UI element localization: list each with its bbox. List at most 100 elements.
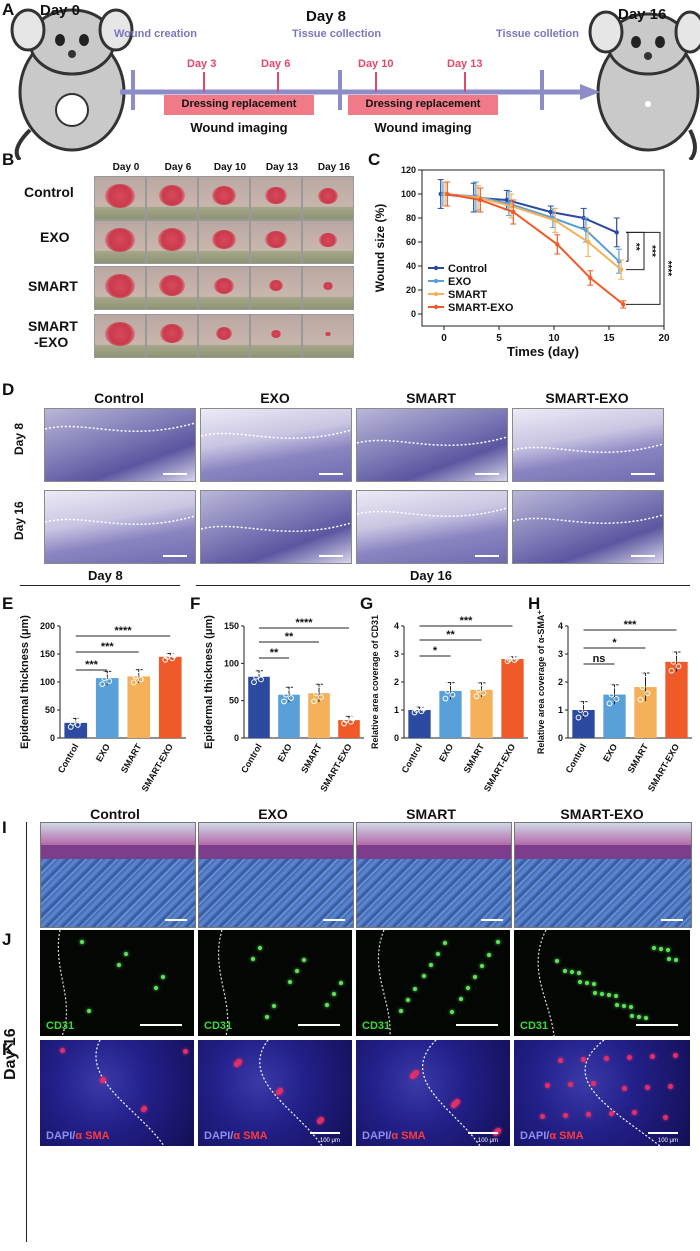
sample-point xyxy=(253,673,259,680)
scale-bar xyxy=(140,1024,182,1026)
data-point xyxy=(508,203,514,209)
dotted-boundary xyxy=(357,507,507,517)
timeline-day3: Day 3 xyxy=(187,58,217,70)
x-tick-label: Control xyxy=(56,742,81,775)
scale-bar xyxy=(648,1132,678,1134)
significance-label: **** xyxy=(295,617,313,629)
cd31-signal xyxy=(644,1016,648,1020)
scale-bar xyxy=(475,555,499,557)
chart-c-frame xyxy=(421,169,665,327)
epidermis-outline xyxy=(45,422,195,432)
histo-col-exo: EXO xyxy=(260,390,290,406)
dotted-boundary xyxy=(45,515,195,525)
wound-spot xyxy=(319,232,337,247)
data-point xyxy=(614,230,619,235)
scale-bar xyxy=(310,1132,340,1134)
scale-label: 100 μm xyxy=(319,1138,340,1144)
significance-label: ns xyxy=(593,653,606,665)
epidermis-outline xyxy=(357,507,507,517)
timeline-tissue-collection: Tissue collection xyxy=(292,28,382,40)
dapi-label: DAPI/ xyxy=(46,1130,76,1142)
y-tick-label: 120 xyxy=(401,165,416,175)
histo-row-day16: Day 16 xyxy=(12,501,26,540)
legend-label: EXO xyxy=(448,276,472,288)
epidermis-dark-band xyxy=(515,845,691,859)
asma-signal xyxy=(100,1078,105,1083)
bar-smart-exo xyxy=(501,659,524,738)
sample-point xyxy=(255,668,261,675)
asma-signal xyxy=(668,1084,673,1089)
sample-point xyxy=(283,691,289,698)
dapi-asma-label: DAPI/α SMA xyxy=(362,1130,426,1142)
y-tick-label: 0 xyxy=(411,309,416,319)
ihc-col-control: Control xyxy=(90,806,140,822)
x-tick-label: 0 xyxy=(441,333,447,344)
cd31-signal xyxy=(607,993,611,997)
dermis-collagen xyxy=(515,859,691,927)
dotted-boundary xyxy=(377,930,391,1036)
asma-signal xyxy=(410,1074,415,1079)
data-point xyxy=(588,275,593,281)
scale-bar xyxy=(323,919,345,921)
sample-point xyxy=(71,715,78,722)
scale-bar xyxy=(631,473,655,475)
sample-point xyxy=(345,713,351,720)
cd31-signal xyxy=(487,953,491,957)
boundary-line xyxy=(422,1040,481,1146)
sample-point xyxy=(166,650,173,657)
wound-spot xyxy=(318,187,338,204)
cd31-signal xyxy=(659,947,663,951)
boundary-line xyxy=(584,1040,661,1146)
sample-point xyxy=(446,680,453,687)
wound-photo xyxy=(250,266,302,310)
significance-label: *** xyxy=(624,619,638,631)
asma-label: α SMA xyxy=(391,1130,426,1142)
cd31-chart: 0 1 2 3 4 Relative area coverage of CD31 Contr… xyxy=(370,615,528,792)
cd31-signal xyxy=(80,940,84,944)
cd31-signal xyxy=(563,969,567,973)
x-tick-label: 20 xyxy=(658,333,670,344)
cd31-signal xyxy=(473,975,477,979)
scale-bar xyxy=(661,919,683,921)
y-tick-label: 100 xyxy=(401,189,416,199)
asma-signal xyxy=(632,1110,637,1115)
cd31-label: CD31 xyxy=(46,1020,75,1032)
section-day8-rule xyxy=(20,585,180,586)
scale-bar xyxy=(631,555,655,557)
significance-label: *** xyxy=(460,615,474,627)
sample-point xyxy=(318,694,324,701)
asma-signal xyxy=(563,1113,568,1118)
x-tick-label: Control xyxy=(400,742,425,775)
histology-image xyxy=(512,408,664,482)
wound-spot xyxy=(216,327,232,341)
significance-label: ** xyxy=(270,647,279,659)
cd31-signal xyxy=(413,987,417,991)
epidermis-outline xyxy=(45,515,195,525)
x-tick-label: EXO xyxy=(437,742,455,763)
mouse-right-icon xyxy=(588,10,700,160)
data-point xyxy=(585,239,591,245)
y-tick-label: 100 xyxy=(40,677,55,687)
y-tick-label: 20 xyxy=(406,285,416,295)
wound-photo xyxy=(302,314,354,358)
histology-image xyxy=(44,408,196,482)
significance-label: ** xyxy=(285,631,294,643)
data-point xyxy=(555,242,560,247)
dotted-boundary xyxy=(259,1040,323,1146)
wound-spot xyxy=(265,186,287,205)
wound-photo xyxy=(302,266,354,310)
asma-signal xyxy=(645,1085,650,1090)
asma-signal xyxy=(276,1090,281,1095)
dressing-box-1 xyxy=(164,95,314,115)
wound-size-chart: 0 5 10 15 20 0 20 40 60 80 100 120 Times (day) Wound … xyxy=(373,165,673,359)
sample-point xyxy=(577,707,584,713)
asma-label: α SMA xyxy=(233,1130,268,1142)
cd31-signal xyxy=(295,969,299,973)
wound-spot xyxy=(271,329,281,338)
wound-spot xyxy=(160,324,184,344)
ihc-col-exo: EXO xyxy=(258,806,288,822)
photo-row-control: Control xyxy=(24,184,74,200)
cd31-label: CD31 xyxy=(204,1020,233,1032)
scale-label: 100 μm xyxy=(477,1138,498,1144)
wound-photo xyxy=(302,220,354,264)
